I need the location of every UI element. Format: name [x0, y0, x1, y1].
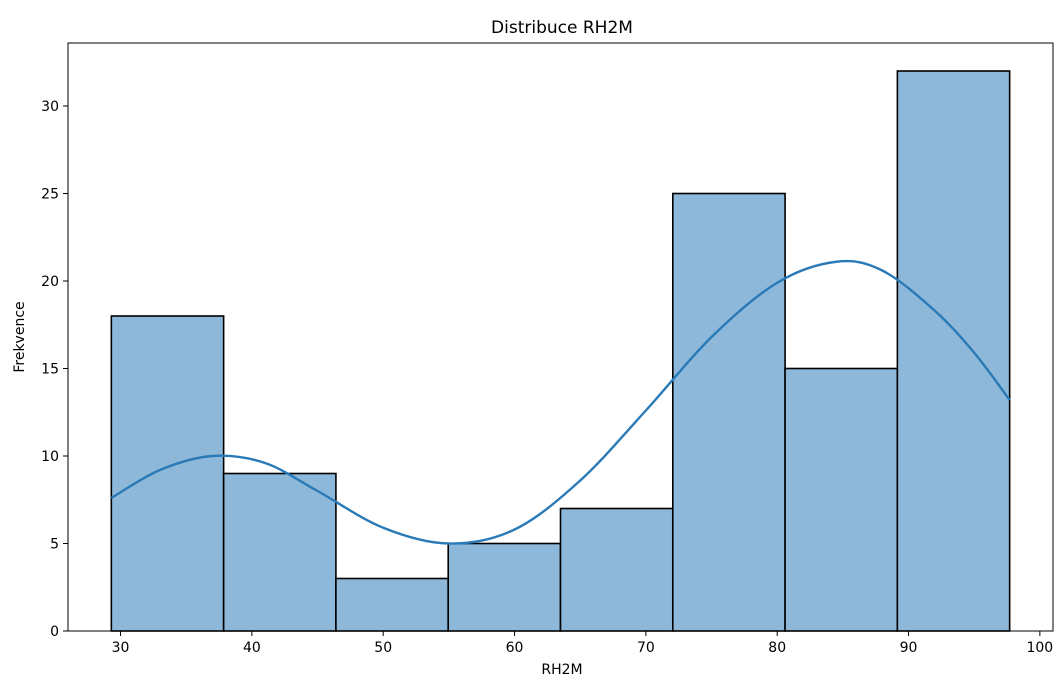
x-tick-label: 30 — [112, 640, 130, 656]
x-tick-label: 90 — [900, 640, 918, 656]
kde-layer — [110, 259, 1011, 545]
histogram-bar — [671, 192, 786, 632]
y-tick-label: 25 — [41, 187, 59, 203]
histogram-bar — [784, 367, 899, 632]
y-tick-label: 20 — [41, 274, 59, 290]
histogram-bar — [447, 542, 562, 632]
y-axis: 0 5 10 15 20 25 30 — [41, 99, 68, 640]
histogram-bar — [896, 70, 1011, 632]
plot-frame — [67, 42, 1054, 632]
x-axis-label: RH2M — [541, 662, 582, 678]
histogram-bar — [559, 507, 674, 632]
x-tick-label: 80 — [768, 640, 786, 656]
x-tick-label: 60 — [506, 640, 524, 656]
x-axis: 30 40 50 60 70 80 90 100 — [112, 631, 1053, 656]
y-tick-label: 10 — [41, 449, 59, 465]
histogram-bar — [335, 577, 450, 632]
histogram-bar — [110, 315, 225, 632]
x-tick-label: 70 — [637, 640, 655, 656]
y-tick-label: 0 — [50, 624, 59, 640]
y-tick-label: 15 — [41, 362, 59, 378]
bars-layer — [110, 70, 1011, 632]
kde-line — [110, 259, 1011, 545]
x-tick-label: 40 — [243, 640, 261, 656]
y-tick-label: 30 — [41, 99, 59, 115]
chart-title: Distribuce RH2M — [491, 18, 633, 38]
histogram-bar — [222, 472, 337, 632]
x-tick-label: 50 — [374, 640, 392, 656]
y-axis-label: Frekvence — [12, 301, 28, 372]
x-tick-label: 100 — [1026, 640, 1053, 656]
y-tick-label: 5 — [50, 537, 59, 553]
